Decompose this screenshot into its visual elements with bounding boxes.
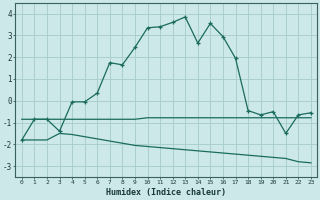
- X-axis label: Humidex (Indice chaleur): Humidex (Indice chaleur): [106, 188, 226, 197]
